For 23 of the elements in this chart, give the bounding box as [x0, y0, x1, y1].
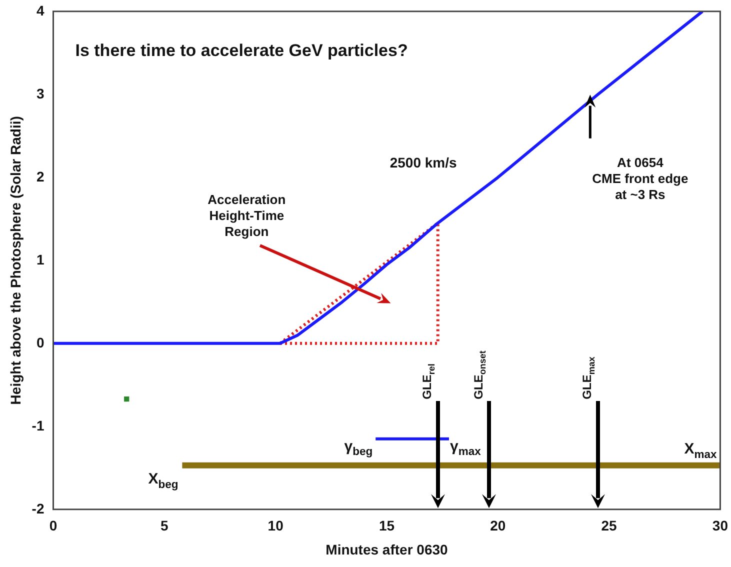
y-tick-label: -2	[32, 500, 44, 516]
text: Is there time to accelerate GeV particles?	[75, 41, 408, 60]
ref-line-label: GLErel	[420, 364, 437, 400]
x-tick-label: 15	[378, 518, 395, 534]
y-tick-label: -1	[32, 417, 44, 434]
y-tick-label: 3	[36, 85, 44, 102]
y-tick-label: 4	[36, 2, 44, 18]
x-tick-label: 30	[712, 518, 728, 534]
y-axis-title: Height above the Photosphere (Solar Radii)	[7, 116, 24, 405]
y-tick-label: 2	[36, 168, 44, 184]
x-tick-label: 0	[49, 518, 58, 534]
ref-line-label: GLEonset	[471, 350, 488, 400]
x-tick-label: 20	[490, 518, 506, 534]
annotation: 2500 km/s	[390, 154, 457, 171]
x-axis-title: Minutes after 0630	[326, 541, 448, 558]
annotation: At 0654 CME front edge at ~3 Rs	[592, 154, 688, 202]
y-tick-label: 0	[36, 334, 44, 350]
annotation: Acceleration Height-Time Region	[208, 192, 286, 240]
y-tick-label: 1	[36, 251, 44, 268]
x-tick-label: 25	[601, 518, 618, 534]
x-tick-label: 5	[160, 518, 169, 534]
x-tick-label: 10	[268, 518, 284, 534]
ref-line-label: GLEmax	[580, 356, 597, 400]
